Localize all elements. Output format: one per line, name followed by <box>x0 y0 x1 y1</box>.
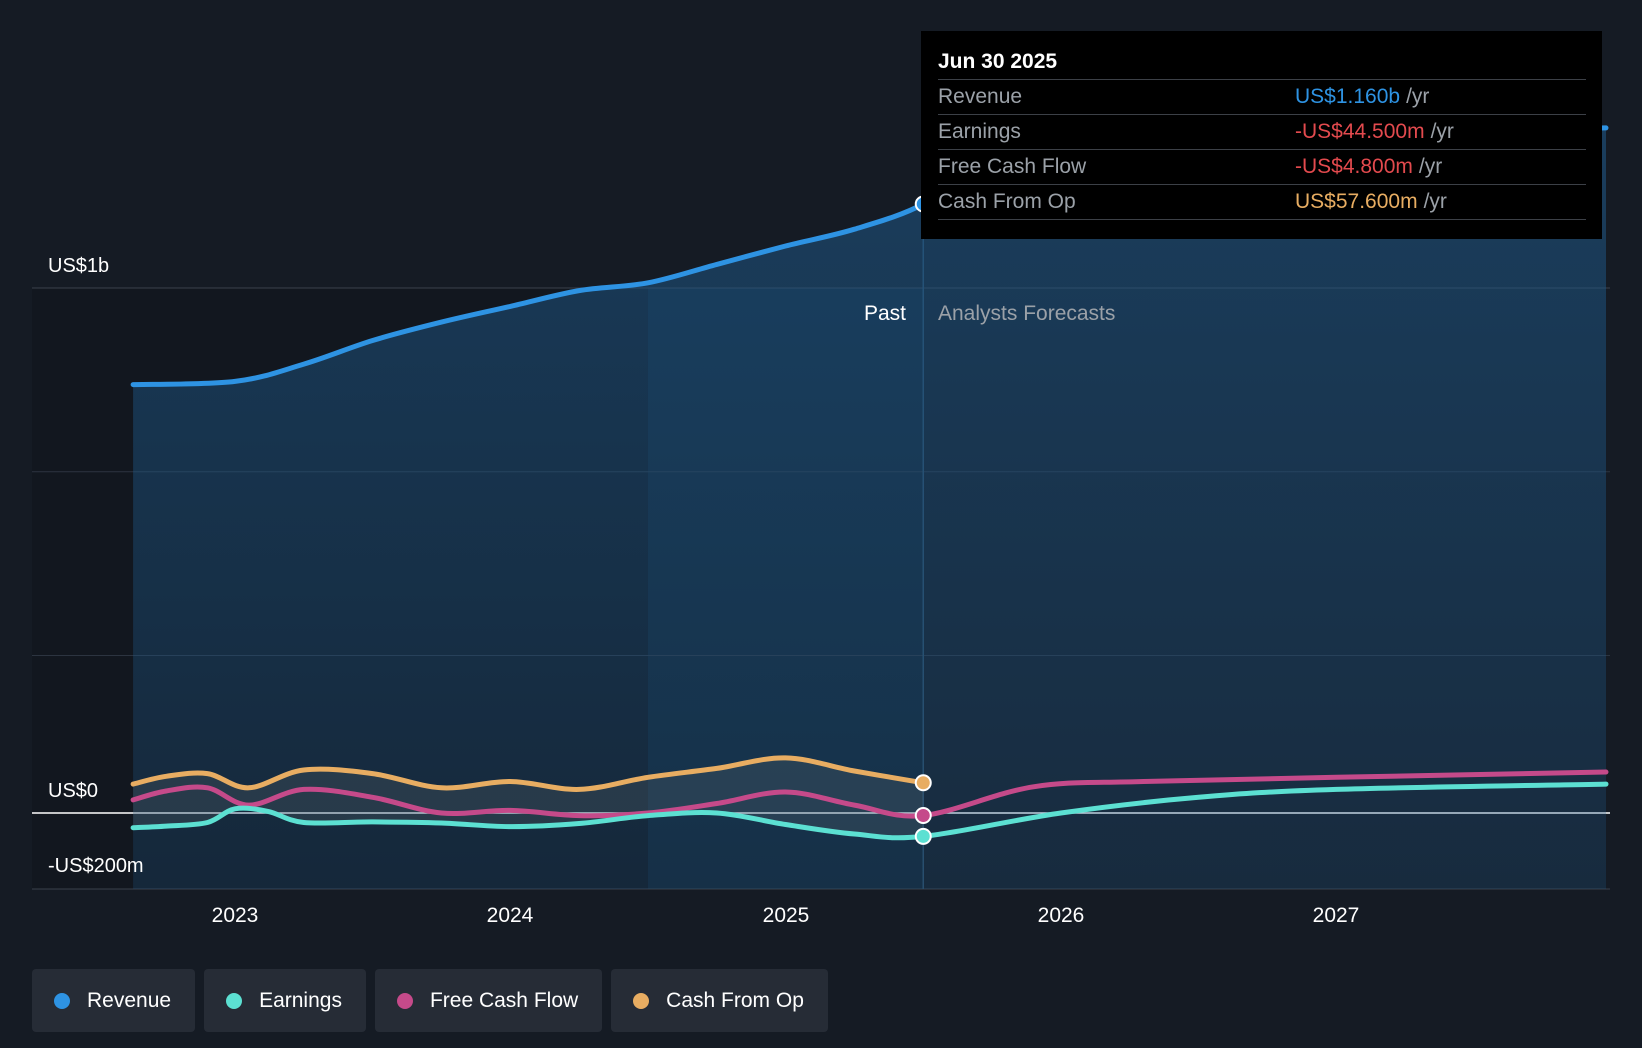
tooltip-row-unit: /yr <box>1406 85 1430 108</box>
x-tick-2024: 2024 <box>487 904 534 927</box>
legend-item-free-cash-flow[interactable]: Free Cash Flow <box>374 969 603 1032</box>
earnings-line <box>130 781 1609 841</box>
legend-item-earnings[interactable]: Earnings <box>204 969 366 1032</box>
cash-from-op-marker <box>914 774 932 792</box>
free-cash-flow-marker <box>914 807 932 825</box>
tooltip-row-value: US$1.160b <box>1295 85 1401 108</box>
tooltip-date: Jun 30 2025 <box>938 43 1586 80</box>
legend-label: Revenue <box>87 988 172 1012</box>
tooltip-row-name: Earnings <box>938 120 1021 143</box>
y-label-1b: US$1b <box>48 255 109 277</box>
tooltip-row-value: -US$4.800m <box>1295 155 1413 178</box>
earnings-dot-icon <box>226 992 243 1009</box>
legend-label: Cash From Op <box>666 988 804 1012</box>
free-cash-flow-dot-icon <box>396 992 413 1009</box>
free-cash-flow-line <box>130 769 1609 819</box>
forecast-label: Analysts Forecasts <box>938 302 1115 325</box>
tooltip-row-unit: /yr <box>1430 120 1454 143</box>
x-tick-2027: 2027 <box>1313 904 1360 927</box>
x-tick-2023: 2023 <box>212 904 259 927</box>
cash-from-op-line <box>130 755 926 792</box>
cash-from-op-dot-icon <box>633 992 650 1009</box>
legend-item-revenue[interactable]: Revenue <box>32 969 196 1032</box>
earnings-marker <box>914 827 932 845</box>
tooltip-row-unit: /yr <box>1423 190 1447 213</box>
tooltip: Jun 30 2025 Revenue US$1.160b /yr Earnin… <box>921 31 1602 239</box>
revenue-area <box>133 123 1607 889</box>
legend-item-cash-from-op[interactable]: Cash From Op <box>611 969 828 1032</box>
tooltip-row-name: Free Cash Flow <box>938 155 1087 178</box>
tooltip-row-value: US$57.600m <box>1295 190 1418 213</box>
tooltip-row-unit: /yr <box>1418 155 1443 178</box>
tooltip-row-cash-from-op: Cash From Op US$57.600m /yr <box>938 185 1586 220</box>
y-label-0: US$0 <box>48 780 98 802</box>
legend: Revenue Earnings Free Cash Flow Cash Fro… <box>32 969 828 1032</box>
tooltip-row-name: Cash From Op <box>938 190 1076 213</box>
legend-label: Earnings <box>259 988 342 1012</box>
tooltip-row-revenue: Revenue US$1.160b /yr <box>938 80 1586 115</box>
revenue-dot-icon <box>54 992 70 1009</box>
tooltip-row-earnings: Earnings -US$44.500m /yr <box>938 115 1586 150</box>
tooltip-row-value: -US$44.500m <box>1295 120 1425 143</box>
past-label: Past <box>864 302 906 325</box>
cashflow-band-area <box>133 757 924 837</box>
x-tick-2025: 2025 <box>763 904 810 927</box>
tooltip-row-name: Revenue <box>938 85 1023 108</box>
y-label-neg-200m: -US$200m <box>48 855 144 877</box>
legend-label: Free Cash Flow <box>429 988 579 1012</box>
x-tick-2026: 2026 <box>1038 904 1085 927</box>
tooltip-row-free-cash-flow: Free Cash Flow -US$4.800m /yr <box>938 150 1586 185</box>
